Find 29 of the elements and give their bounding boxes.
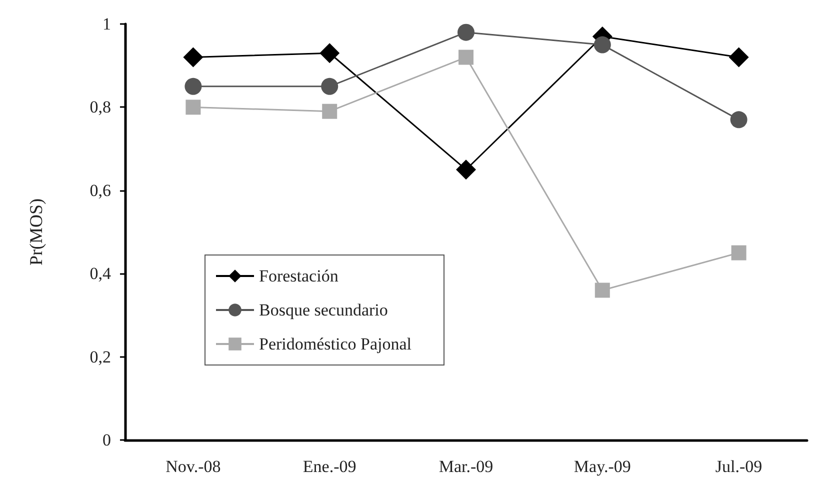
y-tick-label: 0,4 — [90, 264, 112, 284]
point — [728, 47, 749, 68]
point — [458, 24, 474, 41]
point — [320, 43, 340, 64]
point — [594, 36, 611, 54]
x-tick-label: Jul.-09 — [715, 457, 762, 476]
y-tick-label: 0,6 — [90, 180, 111, 200]
legend-label: Forestación — [259, 266, 339, 286]
y-tick-label: 0 — [102, 430, 111, 450]
point — [183, 47, 204, 68]
legend-label: Bosque secundario — [259, 300, 388, 320]
x-tick-label: Mar.-09 — [438, 457, 494, 476]
x-tick-label: Nov.-08 — [166, 457, 221, 476]
point — [456, 160, 476, 180]
y-tick-label: 0,8 — [90, 98, 111, 117]
point — [321, 78, 338, 95]
point — [322, 104, 338, 119]
point — [594, 282, 610, 298]
y-tick-label: 1 — [102, 14, 111, 34]
point — [730, 111, 748, 128]
point — [731, 245, 746, 260]
point — [186, 100, 201, 115]
x-tick-label: May.-09 — [574, 457, 631, 476]
point — [184, 78, 202, 95]
y-axis-title: Pr(MOS) — [26, 198, 46, 266]
legend-label: Peridoméstico Pajonal — [259, 334, 412, 354]
x-tick-label: Ene.-09 — [302, 457, 356, 476]
point — [458, 50, 474, 65]
y-tick-label: 0,2 — [90, 347, 111, 366]
